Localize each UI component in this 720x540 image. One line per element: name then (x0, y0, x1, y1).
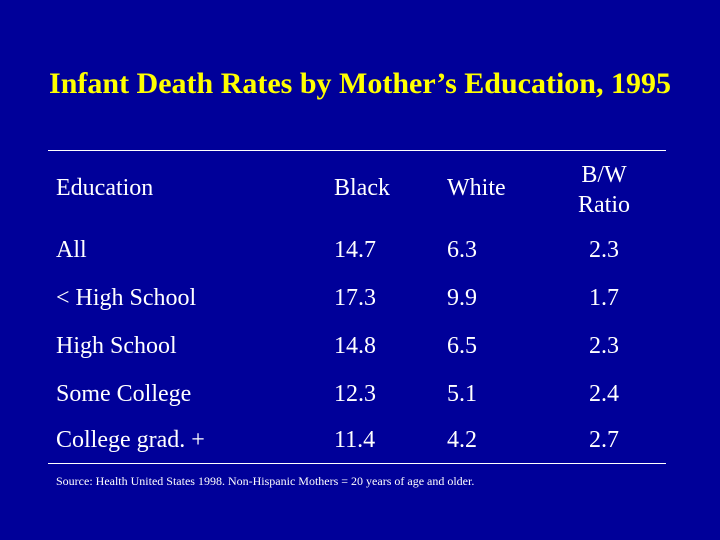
header-ratio: B/W Ratio (546, 160, 662, 220)
table-row-ratio: 2.3 (589, 333, 619, 359)
slide-title: Infant Death Rates by Mother’s Education… (49, 67, 671, 100)
table-bottom-rule (48, 463, 666, 464)
table-row-black: 11.4 (334, 427, 376, 453)
table-row-white: 6.5 (447, 333, 477, 359)
table-row-ratio: 2.7 (589, 427, 619, 453)
table-row-black: 14.8 (334, 333, 376, 359)
header-ratio-line2: Ratio (578, 192, 630, 218)
table-row-ratio: 2.3 (589, 237, 619, 263)
table-row-ratio: 1.7 (589, 285, 619, 311)
table-row-education: < High School (56, 285, 197, 311)
table-row-white: 6.3 (447, 237, 477, 263)
table-row-education: Some College (56, 381, 192, 407)
table-row-black: 14.7 (334, 237, 376, 263)
table-top-rule (48, 150, 666, 151)
table-row-education: College grad. + (56, 427, 205, 453)
header-white: White (447, 175, 506, 201)
table-row-ratio: 2.4 (589, 381, 619, 407)
header-ratio-line1: B/W (581, 162, 627, 188)
header-education: Education (56, 175, 154, 201)
table-row-white: 4.2 (447, 427, 477, 453)
table-row-education: All (56, 237, 87, 263)
table-row-education: High School (56, 333, 177, 359)
table-row-white: 9.9 (447, 285, 477, 311)
source-note: Source: Health United States 1998. Non-H… (56, 474, 475, 488)
header-black: Black (334, 175, 390, 201)
table-row-white: 5.1 (447, 381, 477, 407)
table-row-black: 17.3 (334, 285, 376, 311)
table-row-black: 12.3 (334, 381, 376, 407)
